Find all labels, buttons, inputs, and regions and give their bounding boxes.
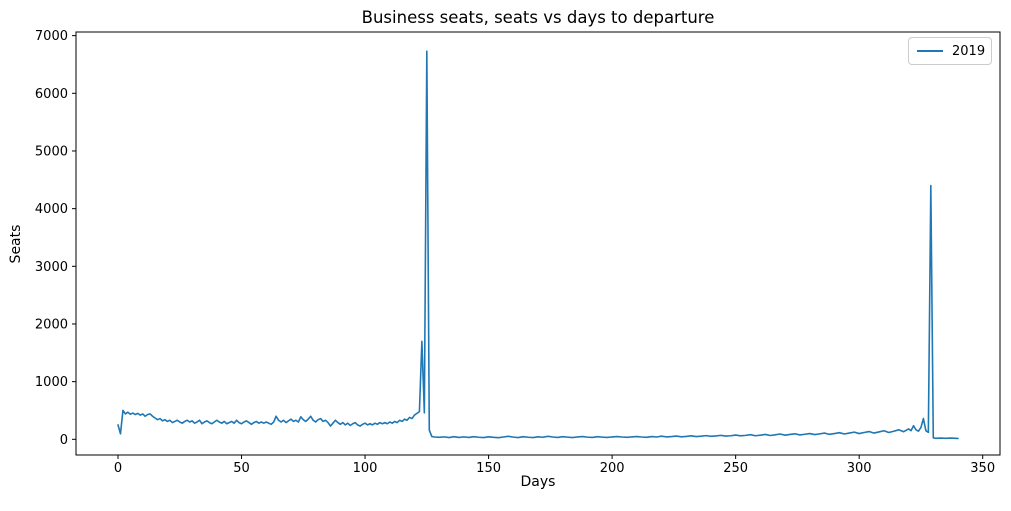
x-tick-label: 250 — [723, 461, 748, 476]
y-tick-label: 6000 — [35, 87, 68, 102]
axes-spines — [75, 31, 1001, 456]
x-tick-label: 350 — [970, 461, 995, 476]
x-tick-label: 150 — [476, 461, 501, 476]
y-axis-label: Seats — [8, 224, 24, 264]
y-tick-label: 3000 — [35, 260, 68, 275]
x-tick-label: 200 — [600, 461, 625, 476]
x-tick-label: 0 — [114, 461, 122, 476]
y-tick-label: 1000 — [35, 375, 68, 390]
x-tick-label: 100 — [353, 461, 378, 476]
x-tick-label: 300 — [847, 461, 872, 476]
data-line-2019 — [117, 50, 959, 440]
legend-label: 2019 — [952, 43, 986, 59]
y-tick-label: 0 — [60, 433, 68, 448]
x-axis-label: Days — [520, 474, 556, 490]
y-tick-label: 2000 — [35, 317, 68, 332]
legend: 2019 — [908, 37, 992, 65]
y-tick-label: 7000 — [35, 29, 68, 44]
legend-line-swatch — [917, 50, 943, 52]
y-tick-label: 5000 — [35, 144, 68, 159]
x-tick-label: 50 — [233, 461, 250, 476]
y-tick-label: 4000 — [35, 202, 68, 217]
chart-title: Business seats, seats vs days to departu… — [361, 8, 715, 27]
